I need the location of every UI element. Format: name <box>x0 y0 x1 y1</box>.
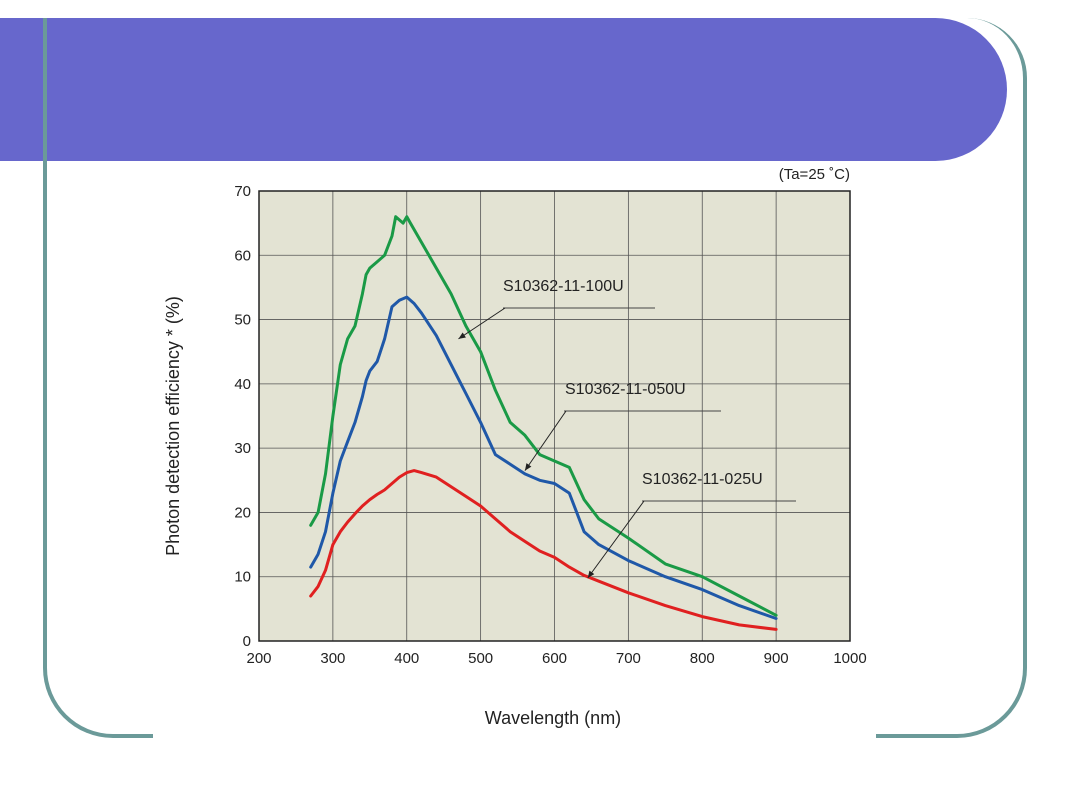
x-tick-label: 500 <box>468 650 493 667</box>
y-axis-label: Photon detection efficiency * (%) <box>163 296 183 556</box>
y-tick-label: 50 <box>234 312 251 329</box>
y-tick-label: 70 <box>234 183 251 200</box>
series-leader-line <box>458 307 506 340</box>
series-leader-arrowhead <box>524 463 532 471</box>
y-tick-label: 40 <box>234 376 251 393</box>
y-tick-label: 20 <box>234 504 251 521</box>
series-line-2 <box>309 295 778 620</box>
x-tick-label: 400 <box>394 650 419 667</box>
series-leader-line <box>524 410 567 471</box>
x-tick-label: 800 <box>690 650 715 667</box>
condition-label: (Ta=25 ˚C) <box>779 166 850 183</box>
series-annotations: S10362-11-100U S10362-11-050U S10362-11-02… <box>458 278 796 579</box>
x-axis-label: Wavelength (nm) <box>485 708 621 728</box>
series-layer <box>309 215 778 631</box>
series-line-1 <box>309 215 778 617</box>
x-tick-label: 700 <box>616 650 641 667</box>
tick-labels: 200 300 400 500 600 700 800 900 1000 0 10 20 30 40 50 6… <box>234 183 866 667</box>
x-tick-label: 900 <box>764 650 789 667</box>
plot-border <box>258 190 851 642</box>
x-tick-label: 300 <box>320 650 345 667</box>
x-tick-label: 1000 <box>833 650 866 667</box>
pde-chart: 200 300 400 500 600 700 800 900 1000 0 10 20 30 40 50 6… <box>163 166 867 728</box>
series-line-3 <box>309 469 778 631</box>
series-leader-line <box>587 500 645 579</box>
y-tick-label: 30 <box>234 440 251 457</box>
y-tick-label: 60 <box>234 247 251 264</box>
x-tick-label: 200 <box>246 650 271 667</box>
series-leader-arrowhead <box>458 332 466 339</box>
series-label-2: S10362-11-050U <box>565 381 686 398</box>
series-label-1: S10362-11-100U <box>503 278 624 295</box>
y-tick-label: 10 <box>234 569 251 586</box>
y-tick-label: 0 <box>243 633 251 650</box>
series-label-3: S10362-11-025U <box>642 471 763 488</box>
series-leader-arrowhead <box>587 570 595 578</box>
x-tick-label: 600 <box>542 650 567 667</box>
chart-panel: 200 300 400 500 600 700 800 900 1000 0 10 20 30 40 50 6… <box>153 162 876 738</box>
